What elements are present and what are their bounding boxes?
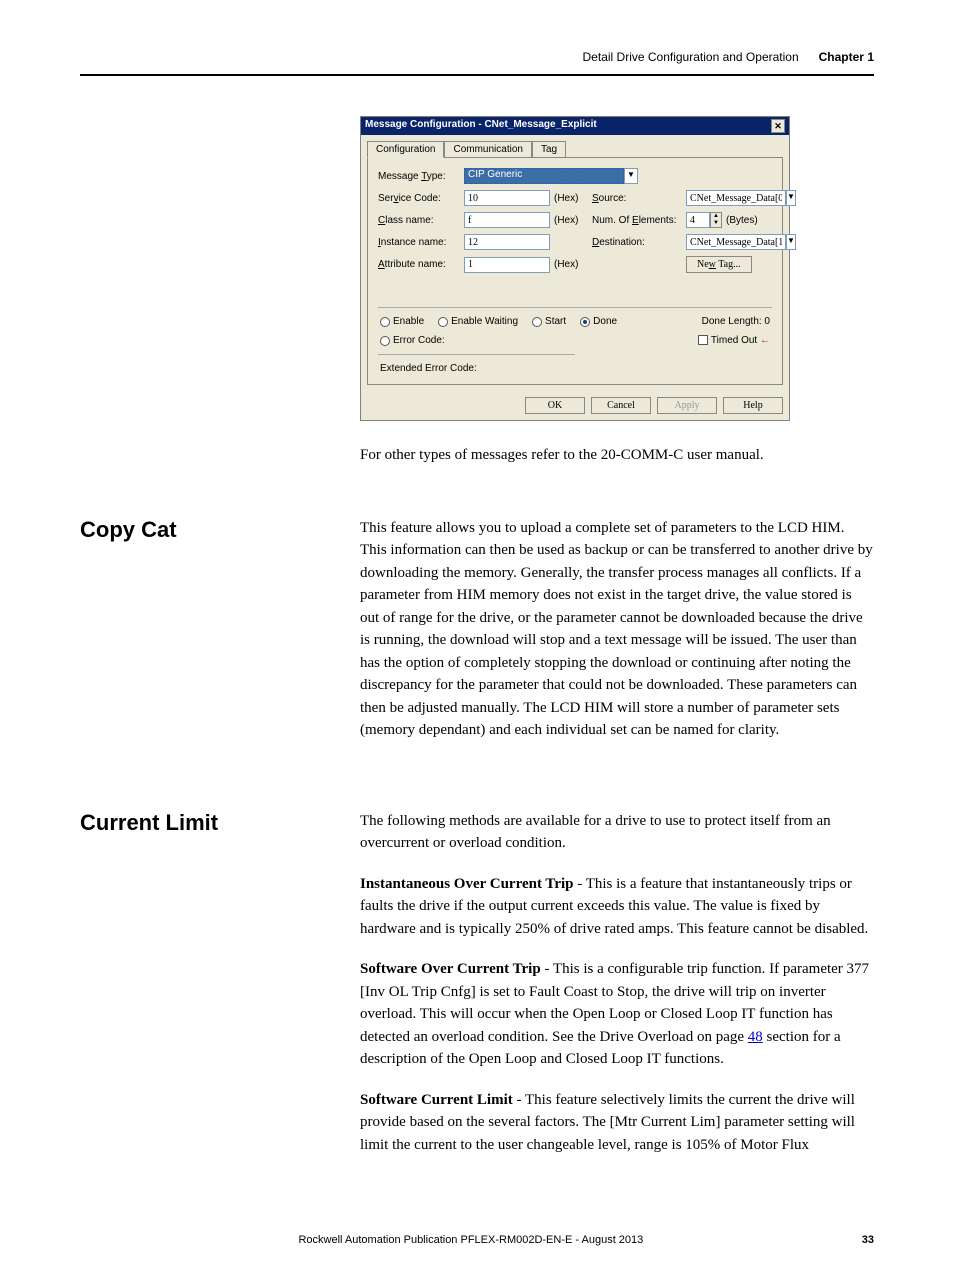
dialog-title-text: Message Configuration - CNet_Message_Exp… bbox=[365, 119, 597, 133]
source-input[interactable] bbox=[686, 190, 786, 206]
bytes-label: (Bytes) bbox=[726, 215, 758, 226]
apply-button[interactable]: Apply bbox=[657, 397, 717, 414]
heading-current-limit: Current Limit bbox=[80, 810, 360, 1175]
chevron-down-icon[interactable]: ▼ bbox=[786, 234, 796, 250]
heading-copy-cat: Copy Cat bbox=[80, 517, 360, 760]
tab-communication[interactable]: Communication bbox=[444, 141, 531, 157]
service-code-input[interactable] bbox=[464, 190, 550, 206]
chapter-title: Detail Drive Configuration and Operation bbox=[583, 50, 799, 64]
done-length-label: Done Length: 0 bbox=[702, 316, 770, 327]
hex-label: (Hex) bbox=[554, 215, 588, 226]
dialog-buttons: OK Cancel Apply Help bbox=[361, 391, 789, 420]
current-limit-intro: The following methods are available for … bbox=[360, 810, 874, 855]
radio-enable-waiting[interactable]: Enable Waiting bbox=[438, 316, 518, 327]
spin-down-icon[interactable]: ▼ bbox=[711, 220, 721, 227]
help-button[interactable]: Help bbox=[723, 397, 783, 414]
current-limit-p3: Software Current Limit - This feature se… bbox=[360, 1089, 874, 1157]
copycat-text: This feature allows you to upload a comp… bbox=[360, 517, 874, 742]
hex-label: (Hex) bbox=[554, 259, 588, 270]
radio-error-code[interactable]: Error Code: bbox=[380, 335, 445, 346]
radio-enable[interactable]: Enable bbox=[380, 316, 424, 327]
ext-error-label: Extended Error Code: bbox=[380, 363, 477, 374]
current-limit-p1: Instantaneous Over Current Trip - This i… bbox=[360, 873, 874, 941]
tab-panel: Message Type: CIP Generic▼ Service Code:… bbox=[367, 157, 783, 385]
page-header: Detail Drive Configuration and Operation… bbox=[80, 50, 874, 76]
section-current-limit: Current Limit The following methods are … bbox=[80, 810, 874, 1175]
cancel-button[interactable]: Cancel bbox=[591, 397, 651, 414]
chevron-down-icon[interactable]: ▼ bbox=[624, 168, 638, 184]
label-num-elements: Num. Of Elements: bbox=[592, 215, 682, 226]
chevron-down-icon[interactable]: ▼ bbox=[786, 190, 796, 206]
hex-label: (Hex) bbox=[554, 193, 588, 204]
label-instance-name: Instance name: bbox=[378, 237, 460, 248]
page-footer: Rockwell Automation Publication PFLEX-RM… bbox=[80, 1234, 874, 1246]
timed-out-check[interactable]: Timed Out ← bbox=[698, 335, 770, 346]
publication-info: Rockwell Automation Publication PFLEX-RM… bbox=[298, 1234, 643, 1246]
radio-start[interactable]: Start bbox=[532, 316, 566, 327]
label-source: Source: bbox=[592, 193, 682, 204]
radio-done[interactable]: Done bbox=[580, 316, 617, 327]
section-copy-cat: Copy Cat This feature allows you to uplo… bbox=[80, 517, 874, 760]
close-icon[interactable]: ✕ bbox=[771, 119, 785, 133]
tab-tag[interactable]: Tag bbox=[532, 141, 566, 157]
message-config-dialog: Message Configuration - CNet_Message_Exp… bbox=[360, 116, 790, 421]
message-type-select[interactable]: CIP Generic bbox=[464, 168, 624, 184]
spin-up-icon[interactable]: ▲ bbox=[711, 213, 721, 220]
tab-configuration[interactable]: Configuration bbox=[367, 141, 444, 158]
label-message-type: Message Type: bbox=[378, 171, 460, 182]
instance-name-input[interactable] bbox=[464, 234, 550, 250]
new-tag-button[interactable]: New Tag... bbox=[686, 256, 752, 273]
dialog-tabs: Configuration Communication Tag bbox=[361, 135, 789, 157]
ok-button[interactable]: OK bbox=[525, 397, 585, 414]
label-destination: Destination: bbox=[592, 237, 682, 248]
status-row: Enable Enable Waiting Start Done Done Le… bbox=[378, 312, 772, 331]
chapter-number: Chapter 1 bbox=[819, 50, 874, 64]
num-elements-input[interactable] bbox=[686, 212, 710, 228]
page-number: 33 bbox=[862, 1234, 874, 1246]
class-name-input[interactable] bbox=[464, 212, 550, 228]
current-limit-p2: Software Over Current Trip - This is a c… bbox=[360, 958, 874, 1071]
page-link-48[interactable]: 48 bbox=[748, 1029, 763, 1045]
label-class-name: Class name: bbox=[378, 215, 460, 226]
attribute-name-input[interactable] bbox=[464, 257, 550, 273]
destination-input[interactable] bbox=[686, 234, 786, 250]
label-service-code: Service Code: bbox=[378, 193, 460, 204]
dialog-caption: For other types of messages refer to the… bbox=[360, 445, 874, 467]
label-attribute-name: Attribute name: bbox=[378, 259, 460, 270]
dialog-titlebar: Message Configuration - CNet_Message_Exp… bbox=[361, 117, 789, 135]
arrow-left-icon: ← bbox=[760, 335, 770, 346]
